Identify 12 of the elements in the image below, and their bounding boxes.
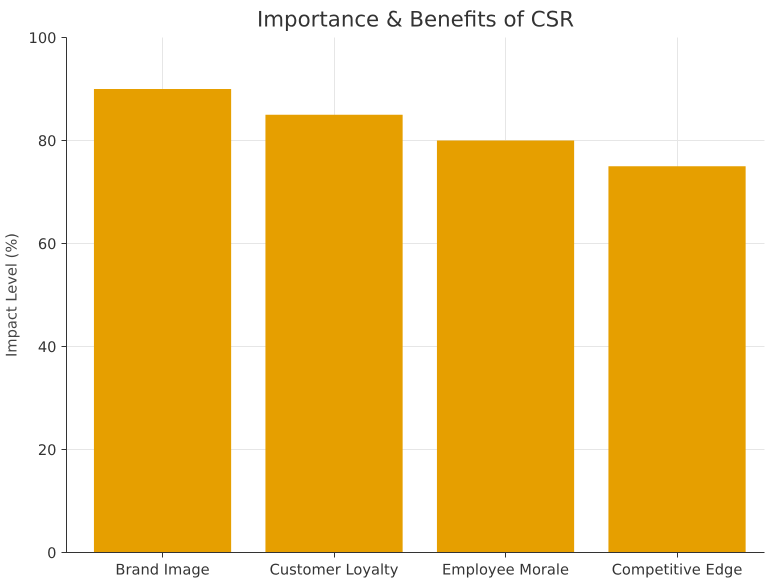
x-tick-label: Competitive Edge [612,562,742,578]
y-axis-title: Impact Level (%) [4,232,21,358]
y-tick-label: 60 [38,236,57,253]
y-tick-label: 100 [28,30,57,47]
chart-title: Importance & Benefits of CSR [256,8,574,32]
y-tick-label: 20 [38,442,57,459]
x-tick-label: Customer Loyalty [270,562,399,578]
y-tick-label: 0 [47,545,57,562]
y-tick-label: 40 [38,339,57,356]
x-tick-label: Employee Morale [442,562,570,578]
x-tick-label: Brand Image [115,562,210,578]
y-tick-label: 80 [38,133,57,150]
